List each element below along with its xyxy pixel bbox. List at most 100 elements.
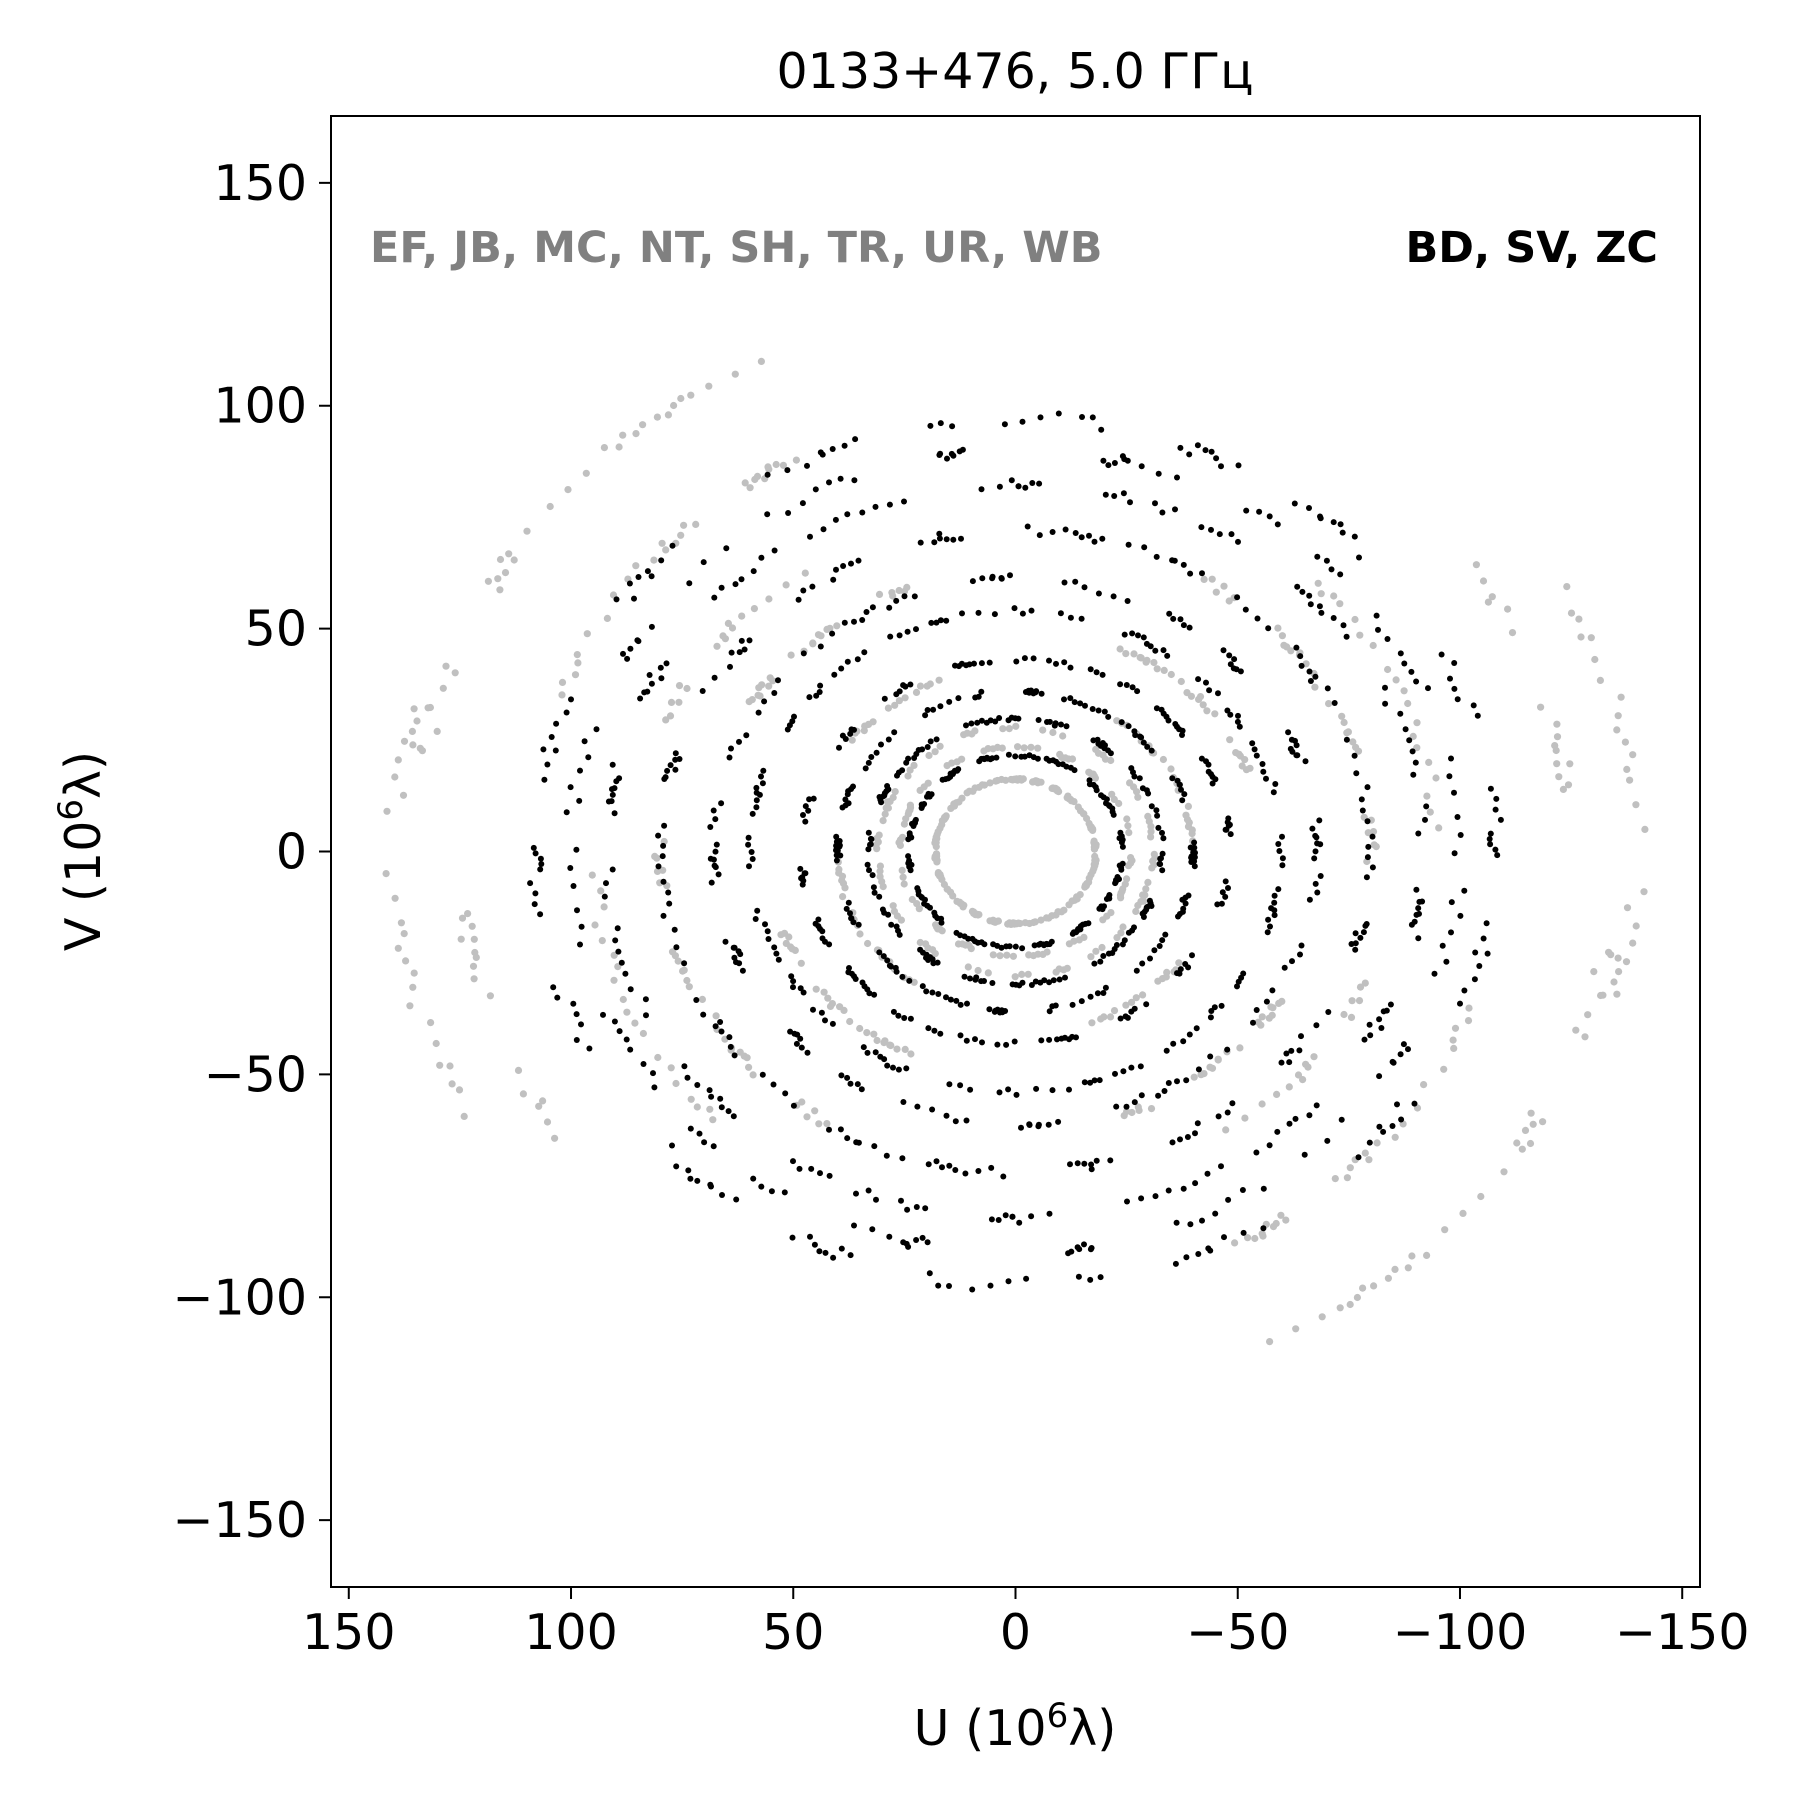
uv-point-black — [996, 1089, 1003, 1096]
uv-point-black — [1366, 1021, 1373, 1028]
uv-point-gray — [1441, 1226, 1449, 1234]
uv-point-black — [840, 563, 847, 569]
uv-point-black — [657, 664, 664, 671]
uv-point-gray — [451, 669, 459, 677]
uv-point-black — [771, 690, 778, 696]
uv-point-gray — [1572, 1026, 1580, 1034]
uv-point-gray — [1269, 1004, 1277, 1012]
uv-point-black — [797, 1035, 804, 1042]
uv-point-black — [1187, 844, 1194, 851]
uv-point-gray — [1413, 719, 1421, 727]
uv-point-gray — [650, 556, 658, 564]
uv-point-gray — [1088, 1019, 1096, 1027]
uv-point-black — [1324, 685, 1331, 692]
uv-point-gray — [1347, 1013, 1356, 1022]
uv-point-black — [1318, 609, 1325, 616]
uv-point-black — [1207, 1247, 1214, 1254]
uv-point-black — [886, 604, 893, 611]
uv-point-black — [1212, 1210, 1219, 1217]
uv-point-gray — [496, 586, 504, 594]
uv-point-black — [570, 883, 577, 889]
uv-point-gray — [1125, 829, 1133, 837]
uv-point-gray — [1336, 600, 1344, 608]
uv-point-black — [927, 738, 934, 745]
uv-point-gray — [654, 1053, 662, 1062]
uv-point-gray — [884, 704, 893, 712]
uv-point-black — [1209, 780, 1216, 787]
uv-point-black — [650, 1070, 656, 1077]
uv-point-gray — [394, 944, 402, 952]
uv-point-black — [1038, 690, 1045, 697]
uv-point-gray — [1413, 744, 1421, 752]
uv-point-black — [837, 1126, 844, 1133]
uv-point-black — [532, 850, 539, 857]
uv-point-black — [1227, 711, 1234, 718]
uv-point-gray — [1340, 1010, 1348, 1019]
uv-point-black — [708, 1183, 714, 1190]
uv-point-gray — [809, 640, 817, 648]
uv-point-black — [1172, 1260, 1179, 1267]
uv-point-black — [804, 1049, 811, 1056]
uv-point-black — [802, 803, 809, 810]
uv-point-black — [1180, 622, 1187, 629]
uv-point-black — [1033, 1085, 1040, 1092]
uv-point-black — [799, 874, 806, 881]
uv-point-black — [1356, 554, 1362, 561]
uv-point-gray — [1003, 951, 1011, 959]
uv-point-gray — [924, 779, 932, 787]
uv-point-gray — [1527, 1109, 1535, 1117]
uv-point-gray — [1587, 634, 1595, 642]
uv-point-gray — [839, 893, 847, 901]
uv-point-gray — [741, 479, 749, 487]
uv-point-black — [1401, 660, 1408, 667]
uv-point-black — [1069, 1001, 1076, 1008]
uv-point-gray — [757, 357, 766, 365]
uv-point-black — [800, 587, 807, 594]
uv-point-gray — [683, 684, 691, 693]
uv-point-black — [626, 580, 633, 587]
uv-point-black — [961, 973, 968, 980]
uv-point-black — [1328, 566, 1335, 573]
uv-point-gray — [410, 969, 418, 977]
uv-point-black — [978, 660, 985, 667]
uv-point-black — [1413, 886, 1420, 893]
uv-point-black — [1279, 862, 1286, 869]
uv-point-black — [904, 628, 911, 635]
uv-point-black — [537, 911, 544, 918]
uv-point-gray — [1330, 592, 1338, 600]
uv-point-gray — [870, 1030, 878, 1038]
uv-point-gray — [1361, 1149, 1369, 1157]
uv-point-gray — [662, 546, 670, 554]
uv-point-black — [1140, 739, 1147, 746]
uv-point-black — [749, 810, 756, 817]
uv-point-gray — [964, 963, 972, 971]
uv-point-gray — [458, 914, 467, 922]
uv-point-black — [727, 663, 733, 670]
uv-point-black — [930, 706, 937, 713]
uv-point-black — [1225, 885, 1231, 891]
uv-point-black — [1091, 1077, 1098, 1084]
uv-point-gray — [519, 1090, 528, 1098]
uv-point-black — [728, 649, 735, 656]
uv-point-gray — [1449, 1036, 1457, 1044]
uv-point-black — [1365, 843, 1372, 850]
uv-point-gray — [984, 969, 992, 977]
uv-point-black — [1461, 887, 1468, 894]
uv-point-gray — [1450, 1044, 1458, 1052]
uv-point-gray — [1596, 676, 1604, 685]
uv-point-black — [929, 989, 936, 996]
uv-point-black — [1195, 1251, 1202, 1257]
uv-point-gray — [1251, 1234, 1259, 1243]
uv-point-black — [809, 583, 816, 590]
uv-point-gray — [1272, 1219, 1280, 1228]
uv-point-black — [957, 1032, 964, 1039]
uv-point-black — [673, 944, 680, 951]
uv-point-black — [822, 1017, 828, 1024]
uv-point-black — [1454, 814, 1461, 820]
uv-point-black — [842, 736, 849, 742]
uv-point-gray — [1075, 936, 1083, 944]
uv-point-black — [1243, 507, 1250, 514]
uv-point-gray — [1343, 1174, 1351, 1182]
uv-point-gray — [846, 1017, 854, 1026]
uv-point-black — [939, 1164, 945, 1171]
